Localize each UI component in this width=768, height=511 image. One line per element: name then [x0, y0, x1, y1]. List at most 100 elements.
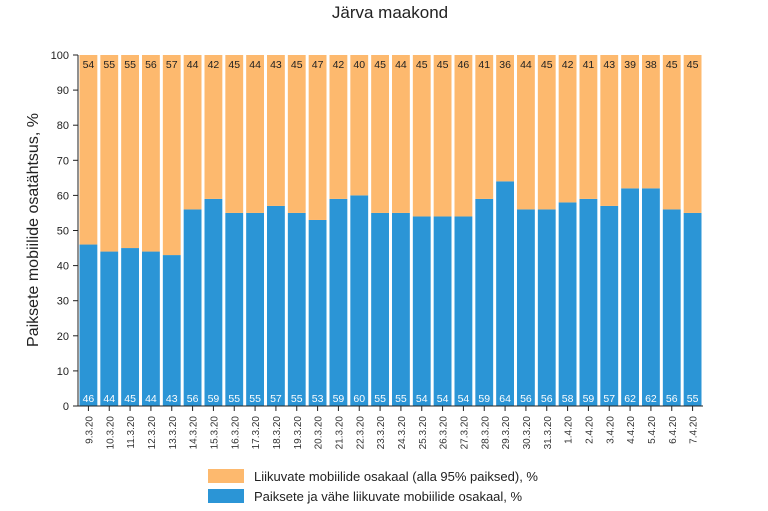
bar-stationary: [662, 209, 681, 406]
data-label-moving: 45: [374, 59, 386, 71]
x-tick-label: 31.3.20: [543, 416, 554, 450]
data-label-stationary: 45: [124, 393, 136, 405]
data-label-stationary: 44: [145, 393, 157, 405]
data-label-moving: 38: [645, 59, 657, 71]
data-label-moving: 42: [333, 59, 345, 71]
data-label-stationary: 55: [249, 393, 261, 405]
bar-stationary: [371, 212, 389, 406]
data-label-stationary: 43: [166, 393, 178, 405]
x-tick-label: 18.3.20: [272, 416, 283, 450]
bar-moving: [621, 55, 639, 189]
bar-moving: [225, 55, 244, 213]
data-label-moving: 41: [583, 59, 595, 71]
data-label-moving: 55: [124, 59, 136, 71]
x-tick-label: 19.3.20: [293, 416, 304, 450]
bar-stationary: [183, 209, 202, 406]
bar-stationary: [475, 198, 494, 406]
data-label-stationary: 60: [353, 393, 365, 405]
bar-stationary: [142, 251, 160, 406]
bar-stationary: [350, 195, 369, 406]
data-label-moving: 39: [624, 59, 636, 71]
data-label-moving: 43: [603, 59, 615, 71]
y-axis: 0 10 20 30 40 50 60 70 80 90 100: [51, 50, 79, 413]
bar-stationary: [308, 219, 327, 406]
bar-stationary: [246, 212, 264, 406]
bar-moving: [517, 55, 535, 210]
bar-moving: [642, 55, 660, 189]
data-label-moving: 36: [499, 59, 511, 71]
y-axis-label: Paiksete mobiilide osatähtsus, %: [25, 113, 42, 347]
bar-moving: [350, 55, 369, 196]
bar-stationary: [558, 202, 577, 406]
bar-moving: [433, 55, 452, 217]
x-tick-label: 6.4.20: [668, 416, 679, 444]
chart-title: Järva maakond: [332, 3, 448, 22]
bar-moving: [79, 55, 98, 245]
bar-moving: [454, 55, 473, 217]
x-tick-label: 17.3.20: [251, 416, 262, 450]
bar-stationary: [433, 216, 452, 406]
x-tick-label: 4.4.20: [626, 416, 637, 444]
data-label-stationary: 57: [270, 393, 282, 405]
x-tick-label: 13.3.20: [168, 416, 179, 450]
x-tick-label: 25.3.20: [418, 416, 429, 450]
x-tick-label: 9.3.20: [84, 416, 95, 444]
data-label-stationary: 62: [624, 393, 636, 405]
data-label-moving: 42: [562, 59, 574, 71]
bar-stationary: [162, 255, 181, 406]
x-tick-label: 30.3.20: [522, 416, 533, 450]
x-tick-label: 7.4.20: [689, 416, 700, 444]
x-tick-label: 12.3.20: [147, 416, 158, 450]
data-label-moving: 56: [145, 59, 157, 71]
data-labels: 46 54 44 55 45 55 44 56 43 57 56 44 59 42 55 45 55 44 57 43…: [83, 59, 699, 405]
bar-stationary: [454, 216, 473, 406]
data-label-stationary: 55: [374, 393, 386, 405]
y-tick-label: 70: [57, 155, 69, 167]
data-label-stationary: 56: [187, 393, 199, 405]
x-tick-label: 22.3.20: [355, 416, 366, 450]
data-label-moving: 55: [103, 59, 115, 71]
legend-label-stationary: Paiksete ja vähe liikuvate mobiilide osa…: [254, 489, 523, 504]
bar-moving: [183, 55, 202, 210]
data-label-stationary: 44: [103, 393, 115, 405]
data-label-stationary: 59: [333, 393, 345, 405]
bar-stationary: [579, 198, 598, 406]
data-label-moving: 44: [187, 59, 199, 71]
y-tick-label: 0: [63, 401, 69, 413]
x-tick-label: 27.3.20: [459, 416, 470, 450]
data-label-stationary: 55: [395, 393, 407, 405]
x-tick-label: 28.3.20: [480, 416, 491, 450]
x-tick-label: 26.3.20: [439, 416, 450, 450]
data-label-moving: 42: [208, 59, 220, 71]
data-label-stationary: 46: [83, 393, 95, 405]
bar-moving: [662, 55, 681, 210]
bar-moving: [600, 55, 619, 206]
bar-stationary: [600, 205, 619, 406]
data-label-stationary: 53: [312, 393, 324, 405]
legend-swatch-moving: [208, 469, 244, 483]
x-tick-label: 10.3.20: [105, 416, 116, 450]
data-label-moving: 45: [416, 59, 428, 71]
y-tick-label: 60: [57, 190, 69, 202]
data-label-moving: 46: [458, 59, 470, 71]
data-label-stationary: 54: [437, 393, 449, 405]
bar-stationary: [642, 188, 660, 406]
data-label-stationary: 55: [687, 393, 699, 405]
x-tick-label: 29.3.20: [501, 416, 512, 450]
data-label-moving: 57: [166, 59, 178, 71]
x-tick-label: 5.4.20: [647, 416, 658, 444]
data-label-stationary: 54: [458, 393, 470, 405]
y-tick-label: 100: [51, 50, 69, 62]
bar-moving: [412, 55, 431, 217]
bar-moving: [267, 55, 285, 206]
data-label-moving: 45: [541, 59, 553, 71]
bar-moving: [204, 55, 223, 199]
data-label-stationary: 57: [603, 393, 615, 405]
data-label-stationary: 59: [583, 393, 595, 405]
data-label-stationary: 54: [416, 393, 428, 405]
x-tick-label: 2.4.20: [584, 416, 595, 444]
x-tick-label: 11.3.20: [126, 416, 137, 449]
y-tick-label: 40: [57, 261, 69, 273]
data-label-stationary: 55: [228, 393, 240, 405]
